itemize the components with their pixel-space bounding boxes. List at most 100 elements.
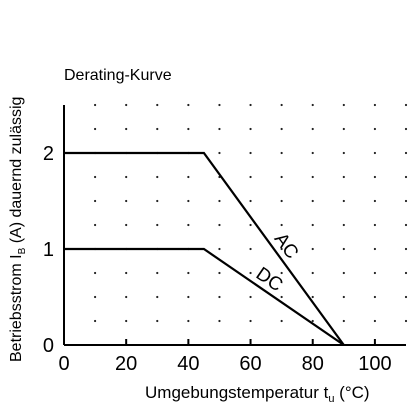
grid-dot	[249, 247, 252, 251]
grid-dot	[93, 319, 97, 323]
grid-dot	[249, 223, 252, 227]
grid-dot	[404, 247, 408, 251]
y-tick-label: 1	[43, 239, 54, 261]
grid-dot	[249, 271, 252, 275]
grid-dot	[125, 127, 128, 131]
grid-dot	[93, 175, 97, 179]
grid-dot	[373, 271, 377, 275]
grid-dot	[187, 319, 190, 323]
y-tick-label: 0	[43, 335, 54, 357]
grid-dot	[373, 247, 377, 251]
grid-dot	[125, 175, 128, 179]
x-axis-ticks: 0 20 40 60 80 100	[58, 339, 392, 375]
grid-dot	[249, 151, 252, 155]
grid-dot	[373, 103, 377, 107]
grid-dot	[249, 127, 252, 131]
grid-dot	[280, 319, 283, 323]
grid-dot	[404, 223, 408, 227]
grid-dot	[280, 223, 283, 227]
x-axis-label: Umgebungstemperatur tu (°C)	[145, 383, 370, 405]
grid-dot	[311, 199, 314, 203]
grid-dot	[280, 103, 283, 107]
grid-dot	[93, 127, 97, 131]
grid-dot	[93, 199, 97, 203]
grid-dot	[218, 103, 221, 107]
grid-dot	[342, 247, 345, 251]
grid-dot	[156, 127, 159, 131]
grid-dot	[187, 103, 190, 107]
grid-dot	[342, 295, 345, 299]
grid-dot	[249, 199, 252, 203]
grid-dot	[93, 103, 97, 107]
series-line-ac	[64, 151, 345, 346]
grid-dots	[93, 103, 408, 323]
grid-dot	[187, 127, 190, 131]
grid-dot	[218, 151, 221, 155]
grid-dot	[218, 127, 221, 131]
y-axis-label-sub: B	[17, 247, 28, 254]
grid-dot	[404, 295, 408, 299]
grid-dot	[311, 247, 314, 251]
grid-dot	[342, 319, 345, 323]
y-tick-label: 2	[43, 143, 54, 165]
grid-dot	[249, 175, 252, 179]
grid-dot	[373, 175, 377, 179]
grid-dot	[125, 199, 128, 203]
grid-dot	[280, 175, 283, 179]
grid-dot	[218, 295, 221, 299]
grid-dot	[156, 295, 159, 299]
grid-dot	[125, 295, 128, 299]
grid-dot	[404, 103, 408, 107]
grid-dot	[311, 127, 314, 131]
grid-dot	[218, 247, 221, 251]
grid-dot	[187, 199, 190, 203]
grid-dot	[218, 271, 221, 275]
grid-dot	[93, 223, 97, 227]
grid-dot	[342, 151, 345, 155]
x-tick-label: 100	[358, 353, 391, 375]
grid-dot	[93, 295, 97, 299]
x-tick-label: 40	[177, 353, 199, 375]
grid-dot	[249, 103, 252, 107]
grid-dot	[373, 199, 377, 203]
grid-dot	[93, 271, 97, 275]
grid-dot	[404, 319, 408, 323]
x-tick-label: 0	[58, 353, 69, 375]
y-axis-label-rest: (A) dauernd zulässig	[8, 97, 25, 248]
grid-dot	[404, 199, 408, 203]
x-tick-label: 80	[302, 353, 324, 375]
grid-dot	[156, 199, 159, 203]
grid-dot	[404, 151, 408, 155]
grid-dot	[187, 295, 190, 299]
grid-dot	[156, 175, 159, 179]
grid-dot	[156, 103, 159, 107]
x-tick-label: 60	[239, 353, 261, 375]
grid-dot	[311, 271, 314, 275]
grid-dot	[125, 103, 128, 107]
x-tick-label: 20	[115, 353, 137, 375]
grid-dot	[342, 223, 345, 227]
grid-dot	[218, 319, 221, 323]
grid-dot	[311, 295, 314, 299]
grid-dot	[280, 199, 283, 203]
grid-dot	[342, 199, 345, 203]
series-lines	[64, 151, 406, 346]
x-axis-label-text: Umgebungstemperatur t	[145, 383, 329, 402]
grid-dot	[280, 127, 283, 131]
grid-dot	[249, 295, 252, 299]
grid-dot	[373, 151, 377, 155]
grid-dot	[342, 175, 345, 179]
grid-dot	[342, 103, 345, 107]
grid-dot	[280, 151, 283, 155]
grid-dot	[187, 271, 190, 275]
grid-dot	[218, 223, 221, 227]
grid-dot	[373, 295, 377, 299]
grid-dot	[156, 223, 159, 227]
grid-dot	[311, 103, 314, 107]
grid-dot	[156, 271, 159, 275]
grid-dot	[373, 127, 377, 131]
series-line-dc	[64, 247, 345, 346]
y-axis-label-text: Betriebsstrom I	[8, 254, 25, 362]
chart-title: Derating-Kurve	[64, 67, 172, 84]
